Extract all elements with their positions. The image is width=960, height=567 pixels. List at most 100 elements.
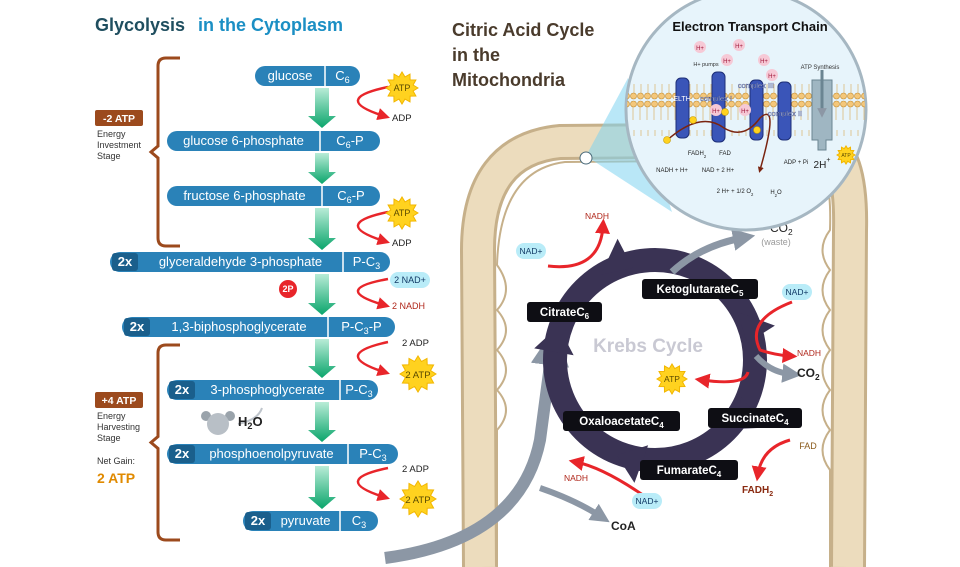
reaction-arrow <box>308 208 336 250</box>
intermediate-label: SuccinateC4 <box>721 413 789 427</box>
step-name: glyceraldehyde 3-phosphate <box>159 254 322 269</box>
zoom-origin <box>579 151 593 165</box>
nad-arrow <box>754 300 798 363</box>
protein-complex <box>675 77 690 139</box>
intermediate-label-part: C <box>776 413 784 425</box>
nad-arrow <box>694 371 750 389</box>
complex-label: complex I <box>700 94 732 103</box>
atp-badge <box>95 392 143 408</box>
fad-label: FAD <box>799 441 817 451</box>
intermediate-label-part: Fumarate <box>657 465 709 477</box>
molecule-pill <box>167 186 380 206</box>
step-name: phosphoenolpyruvate <box>209 446 333 461</box>
nadh-label: 2 NADH <box>392 301 425 311</box>
stage-bracket <box>148 343 180 542</box>
energy-arrow <box>356 210 390 246</box>
proton-label: H+ <box>712 109 720 115</box>
stage-atp: +4 ATP <box>102 395 137 407</box>
waste-label: (waste) <box>761 237 791 247</box>
intermediate-label-part: Ketoglutarate <box>657 284 731 296</box>
intermediate-label-part: 4 <box>659 421 664 430</box>
water-label-part: 2 <box>247 421 252 431</box>
energy-arrow <box>356 466 390 502</box>
etc-title-part: Electron Transport Chain <box>672 19 827 34</box>
intermediate-label-part: C <box>708 465 716 477</box>
step-formula: C6-P <box>337 188 364 205</box>
step-name-part: fructose 6-phosphate <box>183 188 305 203</box>
water-atom <box>207 413 229 435</box>
atp-label: ATP <box>394 208 411 218</box>
etc-label-part: H+ pumps <box>693 62 718 68</box>
etc-label-part: + <box>826 157 830 164</box>
stage-bracket <box>148 56 180 248</box>
step-name: pyruvate <box>281 513 331 528</box>
step-formula-part: -P <box>351 133 364 148</box>
step-name-part: glucose <box>268 68 313 83</box>
reaction-arrow <box>308 88 336 128</box>
electron <box>721 108 729 116</box>
nad-label: NAD+ <box>786 287 809 297</box>
coa-label-part: CoA <box>611 519 636 533</box>
proton-label-part: H+ <box>735 44 743 50</box>
fadh-label-part: FADH <box>742 485 769 496</box>
protein-complex <box>777 81 792 141</box>
atp-star <box>399 480 437 518</box>
proton <box>758 54 770 66</box>
co2-label-part: CO <box>797 366 815 380</box>
etc-label: ADP + Pi <box>784 160 808 166</box>
atp-star <box>385 196 419 230</box>
etc-label-part: NAD + 2 H+ <box>702 168 735 174</box>
intermediate-box <box>642 279 758 299</box>
intermediate-label-part: 4 <box>784 418 789 427</box>
atp-label-part: 2 ATP <box>405 370 430 381</box>
nad-arrow <box>751 438 791 482</box>
fadh-label-part: 2 <box>769 491 773 498</box>
step-name-part: glucose 6-phosphate <box>183 133 304 148</box>
fadh-label: FADH2 <box>742 485 773 498</box>
proton-label: H+ <box>741 109 749 115</box>
etc-label: ELTH <box>673 96 690 103</box>
step-formula: P-C3-P <box>341 319 381 336</box>
cycle-name: Krebs Cycle <box>593 336 703 357</box>
nadh-label-part: NADH <box>585 211 609 221</box>
intermediate-label: OxaloacetateC4 <box>579 416 664 430</box>
proton-label: H+ <box>723 59 731 65</box>
step-count-part: 2x <box>118 254 133 269</box>
water-arrow <box>237 407 263 425</box>
molecule-pill <box>255 66 360 86</box>
water-label: H2O <box>238 414 263 431</box>
stage-atp-part: -2 ATP <box>103 113 135 125</box>
step-count-part: 2x <box>130 319 145 334</box>
step-name-part: pyruvate <box>281 513 331 528</box>
step-formula: C6 <box>335 68 349 85</box>
section-title: Glycolysis <box>95 15 185 35</box>
water-label-part: O <box>252 414 262 429</box>
etc-label-part: 2H <box>814 160 827 171</box>
molecule-pill <box>167 380 378 400</box>
etc-label: H2O <box>770 190 782 199</box>
step-formula: P-C3 <box>345 382 372 399</box>
nadh-label: NADH <box>585 211 609 221</box>
section-title-part: in the <box>452 45 500 65</box>
step-name-part: phosphoenolpyruvate <box>209 446 333 461</box>
phosphate-badge <box>279 280 297 298</box>
atp-label-part: ATP <box>841 153 851 159</box>
atp-label-part: ATP <box>664 374 680 384</box>
stage-label-part: Energy <box>97 129 126 139</box>
net-gain-value: 2 ATP <box>97 470 135 486</box>
step-formula: C6-P <box>336 133 363 150</box>
background-layer <box>459 121 869 567</box>
nadh-label: NADH <box>797 348 821 358</box>
etc-label-part: NADH + H+ <box>656 168 688 174</box>
stage-label: Investment <box>97 140 142 150</box>
etc-label: 2 H+ + 1/2 O2 <box>717 189 754 198</box>
step-formula-part: -P <box>352 188 365 203</box>
energy-arrow <box>356 85 390 121</box>
etc-label-part: FADH <box>688 151 704 157</box>
step-formula: C3 <box>352 513 366 530</box>
etc-label-part: 2 <box>704 154 707 159</box>
intermediate-label-part: C <box>576 307 584 319</box>
step-formula-part: C <box>337 188 346 203</box>
